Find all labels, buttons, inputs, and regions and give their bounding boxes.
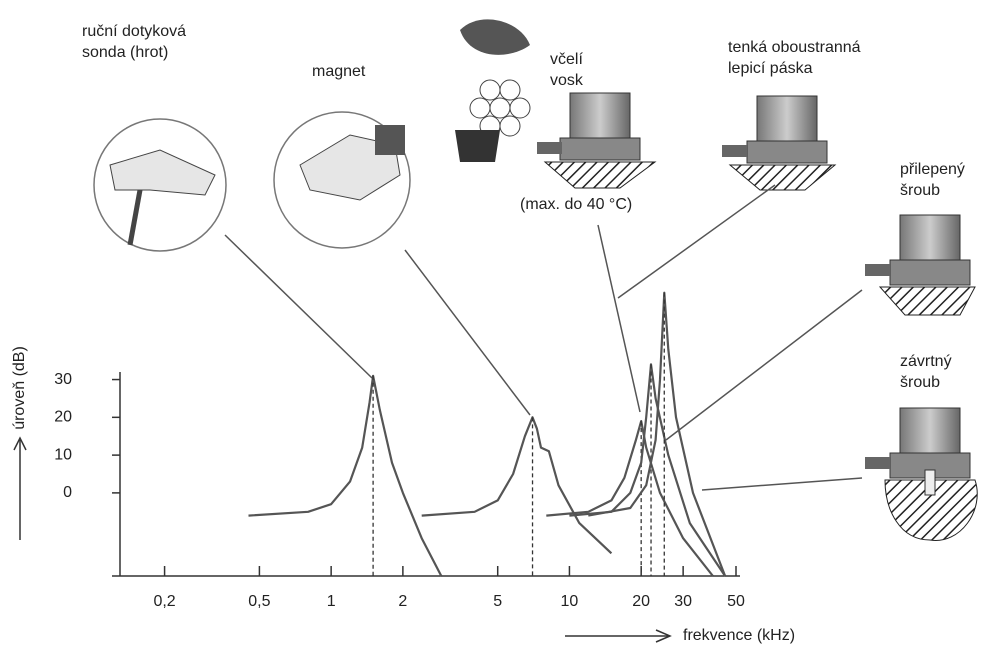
x-tick-label: 0,5 [248,593,270,610]
annotation: (max. do 40 °C) [520,196,632,213]
x-tick-label: 20 [632,593,650,610]
y-tick-label: 0 [63,484,72,501]
response-curve [422,417,612,553]
y-tick-label: 30 [54,371,72,388]
x-tick-label: 30 [674,593,692,610]
x-tick-label: 10 [561,593,579,610]
x-tick-label: 5 [493,593,502,610]
y-tick-label: 10 [54,446,72,463]
illustrations [94,19,977,540]
y-axis-title: úroveň (dB) [11,346,28,430]
response-curve [569,364,725,576]
x-axis-title: frekvence (kHz) [683,627,795,644]
x-tick-label: 1 [327,593,336,610]
y-tick-label: 20 [54,409,72,426]
response-curve [249,376,442,576]
response-curve [588,293,725,576]
annotation: magnet [312,63,366,80]
x-tick-label: 50 [727,593,745,610]
chart: úroveň (dB) frekvence (kHz) ruční dotyko… [0,0,995,648]
x-tick-label: 0,2 [153,593,175,610]
response-curve [546,421,713,576]
x-tick-label: 2 [398,593,407,610]
